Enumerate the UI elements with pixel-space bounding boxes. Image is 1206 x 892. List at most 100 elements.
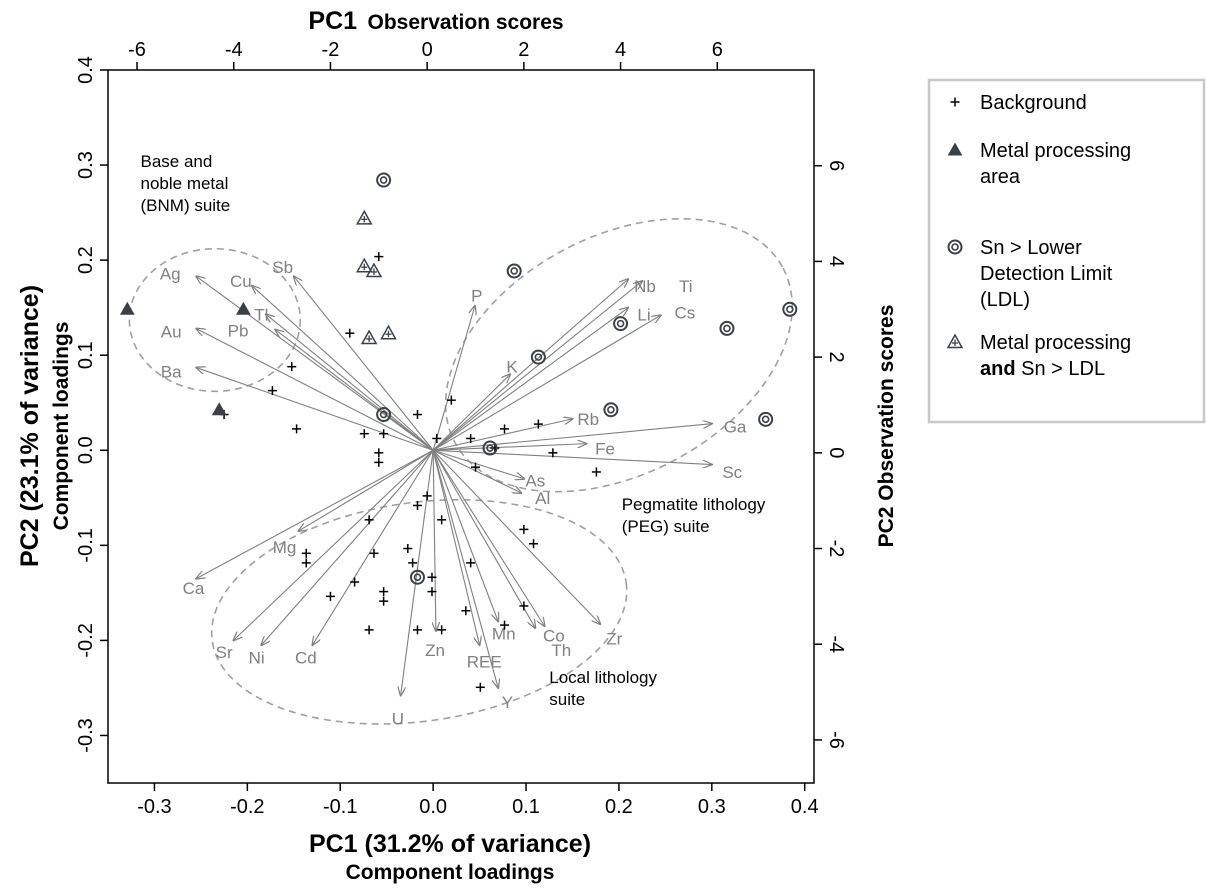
point-ring-3 [530, 349, 546, 365]
bottom-tick-label-6: 0.3 [698, 796, 726, 818]
top-tick-label-5: 4 [615, 39, 626, 61]
point-plus-10 [374, 448, 384, 458]
point-ring-10 [409, 569, 425, 585]
point-plus-4 [287, 362, 297, 372]
loading-label-zr: Zr [606, 629, 622, 648]
right-tick-label-2: -2 [825, 540, 847, 558]
bottom-tick-label-7: 0.4 [791, 796, 819, 818]
loading-label-cs: Cs [674, 303, 695, 322]
loading-arrow-zn [433, 450, 436, 631]
point-plus-8 [412, 410, 422, 420]
loading-arrow-au [196, 329, 434, 451]
loading-arrow-al [432, 449, 521, 493]
suite-annotation-1: Pegmatite lithology (PEG) suite [622, 495, 766, 536]
point-plus-0 [374, 252, 384, 262]
loading-arrow-as [432, 449, 524, 479]
bottom-tick-label-1: -0.2 [230, 796, 264, 818]
loading-label-cu: Cu [230, 272, 252, 291]
loading-label-ca: Ca [183, 579, 205, 598]
legend: Background Metal processing area Sn > Lower… [927, 78, 1206, 424]
loading-label-th: Th [551, 641, 571, 660]
loading-arrow-ga [433, 424, 712, 451]
left-tick-label-7: 0.4 [75, 56, 97, 84]
legend-marker-plus [950, 97, 960, 107]
point-plus-7 [379, 429, 389, 439]
loading-label-ti: Ti [679, 277, 693, 296]
point-plus-31 [379, 587, 389, 597]
legend-marker-triangle-plus [946, 333, 964, 349]
point-plus-39 [500, 620, 510, 630]
top-tick-label-4: 2 [518, 39, 529, 61]
point-plus-2 [267, 386, 277, 396]
loading-arrow-cs [432, 315, 661, 451]
point-triangle-1 [236, 301, 251, 315]
loading-arrow-sb [294, 276, 434, 451]
suite-ellipse-0 [128, 247, 302, 393]
point-plus-25 [519, 524, 529, 534]
point-ring-6 [603, 402, 619, 418]
loading-arrow-ree [432, 450, 479, 645]
point-plus-35 [427, 572, 437, 582]
point-ring-8 [482, 440, 498, 456]
point-ring-0 [376, 172, 392, 188]
bottom-tick-label-5: 0.2 [605, 796, 633, 818]
point-plus-6 [359, 429, 369, 439]
left-tick-label-3: 0.0 [75, 436, 97, 464]
point-plus-18 [591, 467, 601, 477]
point-plus-1 [345, 328, 355, 338]
left-tick-label-0: -0.3 [75, 718, 97, 752]
axis-layer: -0.3 -0.2 -0.1 0.0 0.1 0.2 0.3 0.4 -6 -4 -2 0 2 4 6 -0.… [75, 39, 847, 818]
right-tick-label-6: 6 [825, 160, 847, 171]
left-tick-label-6: 0.3 [75, 151, 97, 179]
top-tick-label-0: -6 [128, 39, 146, 61]
ellipse-layer [128, 217, 793, 725]
left-tick-label-4: 0.1 [75, 341, 97, 369]
point-plus-27 [301, 548, 311, 558]
legend-marker-ring [947, 239, 963, 255]
loading-label-sr: Sr [216, 643, 233, 662]
loading-arrow-mg [298, 449, 434, 531]
loading-arrow-pb [275, 330, 434, 451]
loading-arrow-ba [196, 368, 434, 451]
loading-arrow-th [432, 449, 535, 628]
loading-label-u: U [392, 709, 404, 728]
loading-label-au: Au [161, 322, 182, 341]
loading-label-nb: Nb [634, 277, 656, 296]
legend-text-2-0: Sn > Lower [980, 237, 1082, 259]
top-tick-label-3: 0 [422, 39, 433, 61]
point-plus-42 [437, 625, 447, 635]
point-ring-2 [613, 316, 629, 332]
suite-ellipse-2 [210, 498, 628, 725]
right-axis-label: PC2 Observation scores [875, 305, 898, 548]
point-triangle-plus-4 [360, 329, 378, 345]
loading-arrow-cd [312, 449, 434, 645]
loading-arrow-zr [432, 449, 600, 624]
loading-label-zn: Zn [425, 641, 445, 660]
bottom-tick-label-2: -0.1 [323, 796, 357, 818]
legend-text-3-1: and Sn > LDL [980, 358, 1105, 380]
suite-ellipse-1 [444, 217, 793, 493]
legend-text-2-2: (LDL) [980, 289, 1030, 311]
bottom-tick-label-0: -0.3 [137, 796, 171, 818]
loading-label-ni: Ni [249, 649, 265, 668]
loading-arrow-sc [433, 449, 712, 464]
loading-arrow-li [432, 308, 628, 451]
loading-label-ga: Ga [724, 418, 747, 437]
point-ring-7 [758, 411, 774, 427]
point-plus-11 [374, 457, 384, 467]
point-plus-29 [350, 577, 360, 587]
bottom-tick-label-3: 0.0 [419, 796, 447, 818]
point-plus-32 [379, 596, 389, 606]
top-tick-label-6: 6 [712, 39, 723, 61]
top-tick-label-1: -4 [225, 39, 243, 61]
top-axis-title-main: PC1 [308, 7, 357, 35]
loading-arrow-u [401, 450, 434, 695]
loading-arrow-ca [196, 449, 434, 578]
point-plus-40 [364, 625, 374, 635]
legend-marker-triangle [947, 142, 963, 156]
point-plus-34 [408, 558, 418, 568]
suite-annotation-2: Local lithology suite [549, 668, 657, 709]
loading-label-sc: Sc [722, 463, 742, 482]
vector-layer [196, 276, 712, 695]
